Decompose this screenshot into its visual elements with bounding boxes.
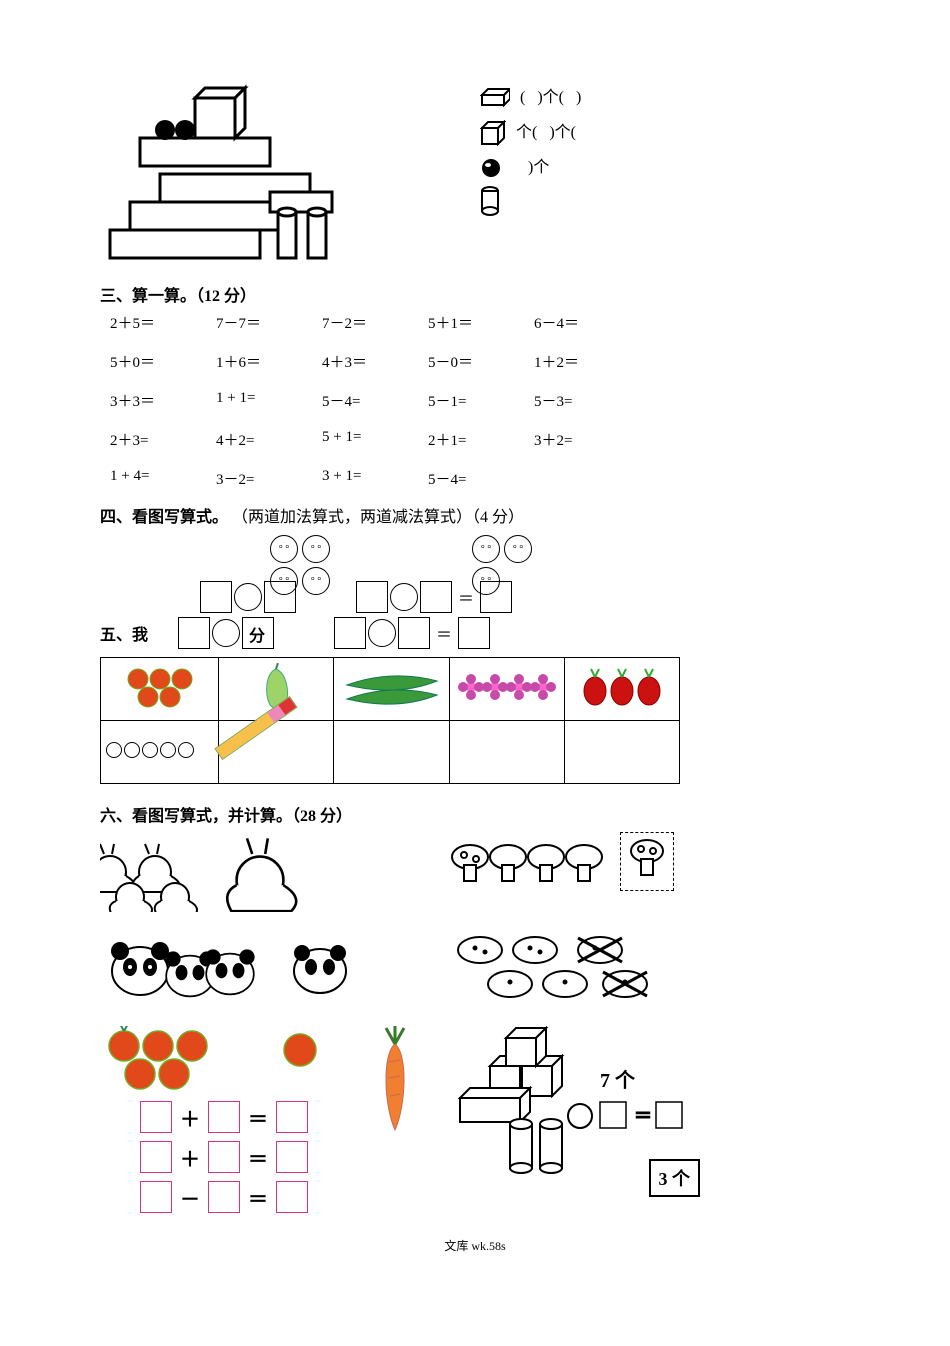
eq-sign: ＝ — [458, 585, 474, 609]
calc-cell: 4＋2= — [216, 429, 316, 450]
draw-cell-4 — [449, 721, 564, 784]
cell-cucumbers — [334, 658, 449, 721]
section4-figure: ° °° ° ° °° ° ° °° ° ° ° ＝ 五、我 分 ＝ — [100, 535, 850, 649]
page-footer: 文库 wk.58s — [100, 1237, 850, 1254]
seven-label: 7 个 — [600, 1064, 635, 1093]
calc-cell: 4＋3＝ — [322, 351, 422, 372]
section6-grid — [100, 832, 850, 1016]
section5-table-wrap — [100, 657, 850, 784]
calc-cell: 3＋2= — [534, 429, 634, 450]
calc-grid: 2＋5＝ 7－7＝ 7－2＝ 5＋1＝ 6－4＝ 5＋0＝ 1＋6＝ 4＋3＝ … — [110, 312, 850, 489]
section4-heading-line: 四、看图写算式。 （两道加法算式，两道减法算式）（4 分） — [100, 503, 850, 527]
calc-cell: 7－2＝ — [322, 312, 422, 333]
calc-cell: 2＋1= — [428, 429, 528, 450]
calc-cell: 1 + 4= — [110, 468, 210, 489]
pandas-figure — [100, 926, 420, 1016]
draw-cell-5 — [564, 721, 679, 784]
shape-legend: ( )个( ) 个( )个( )个 — [480, 80, 581, 216]
solids-figure: ＝ 7 个 3 个 — [450, 1026, 710, 1201]
calc-cell: 7－7＝ — [216, 312, 316, 333]
cube-icon — [480, 120, 506, 146]
tomatoes-bottom — [100, 1026, 360, 1096]
calc-cell — [534, 468, 634, 489]
blocks-figure — [100, 80, 340, 270]
sphere-count-label: )个 — [512, 150, 549, 185]
calc-cell: 5－1= — [428, 390, 528, 411]
calc-cell: 5－0＝ — [428, 351, 528, 372]
calc-cell: 2＋5＝ — [110, 312, 210, 333]
calc-cell: 3＋3＝ — [110, 390, 210, 411]
cuboid-count-label: ( )个( ) — [520, 80, 581, 115]
dashed-mushroom — [620, 832, 674, 891]
three-badge: 3 个 — [649, 1159, 701, 1197]
tomatoes-and-eqs: ＋＝ ＋＝ －＝ — [100, 1026, 360, 1213]
calc-cell: 5＋1＝ — [428, 312, 528, 333]
calc-cell: 3－2= — [216, 468, 316, 489]
section6-heading: 六、看图写算式，并计算。（28 分） — [100, 802, 850, 826]
cell-flowers — [449, 658, 564, 721]
shape-count-row: ( )个( ) 个( )个( )个 — [100, 80, 850, 270]
section4-subtitle: （两道加法算式，两道减法算式）（4 分） — [232, 509, 524, 526]
calc-cell: 1＋6＝ — [216, 351, 316, 372]
eq-line-1: ＋＝ — [140, 1101, 360, 1133]
equation-boxes-4: ＝ — [334, 617, 490, 649]
section6-bottom: ＋＝ ＋＝ －＝ — [100, 1026, 850, 1213]
section3-heading: 三、算一算。（12 分） — [100, 282, 850, 306]
cube-count-label: 个( )个( — [516, 115, 576, 150]
equation-boxes-3: 分 — [178, 617, 274, 649]
draw-cell-3 — [334, 721, 449, 784]
equation-boxes-2: ＝ — [356, 581, 512, 613]
calc-cell: 2＋3= — [110, 429, 210, 450]
calc-cell: 1 + 1= — [216, 390, 316, 411]
calc-cell: 5－4= — [428, 468, 528, 489]
calc-cell: 1＋2＝ — [534, 351, 634, 372]
draw-cell-2 — [219, 721, 334, 784]
eq-line-2: ＋＝ — [140, 1141, 360, 1173]
calc-cell: 5－3= — [534, 390, 634, 411]
calc-cell: 3 + 1= — [322, 468, 422, 489]
cuboid-icon — [480, 87, 510, 109]
calc-cell: 6－4＝ — [534, 312, 634, 333]
cookies-figure — [450, 926, 770, 1016]
calc-cell: 5－4= — [322, 390, 422, 411]
count-table — [100, 657, 680, 784]
calc-cell: 5＋0＝ — [110, 351, 210, 372]
eq-line-3: －＝ — [140, 1181, 360, 1213]
cell-tomatoes — [101, 658, 219, 721]
equation-boxes-1 — [200, 581, 296, 613]
svg-text:＝: ＝ — [634, 1106, 652, 1126]
section4-heading: 四、看图写算式。 — [100, 509, 228, 526]
section5-heading: 五、我 — [100, 621, 148, 645]
snails-figure — [100, 832, 420, 912]
mushrooms-figure — [450, 832, 770, 912]
carrot-icon — [370, 1026, 420, 1136]
calc-cell: 5 + 1= — [322, 429, 422, 450]
sphere-icon — [480, 157, 502, 179]
cell-radishes — [564, 658, 679, 721]
cylinder-icon — [480, 186, 500, 216]
draw-cell-1 — [101, 721, 219, 784]
